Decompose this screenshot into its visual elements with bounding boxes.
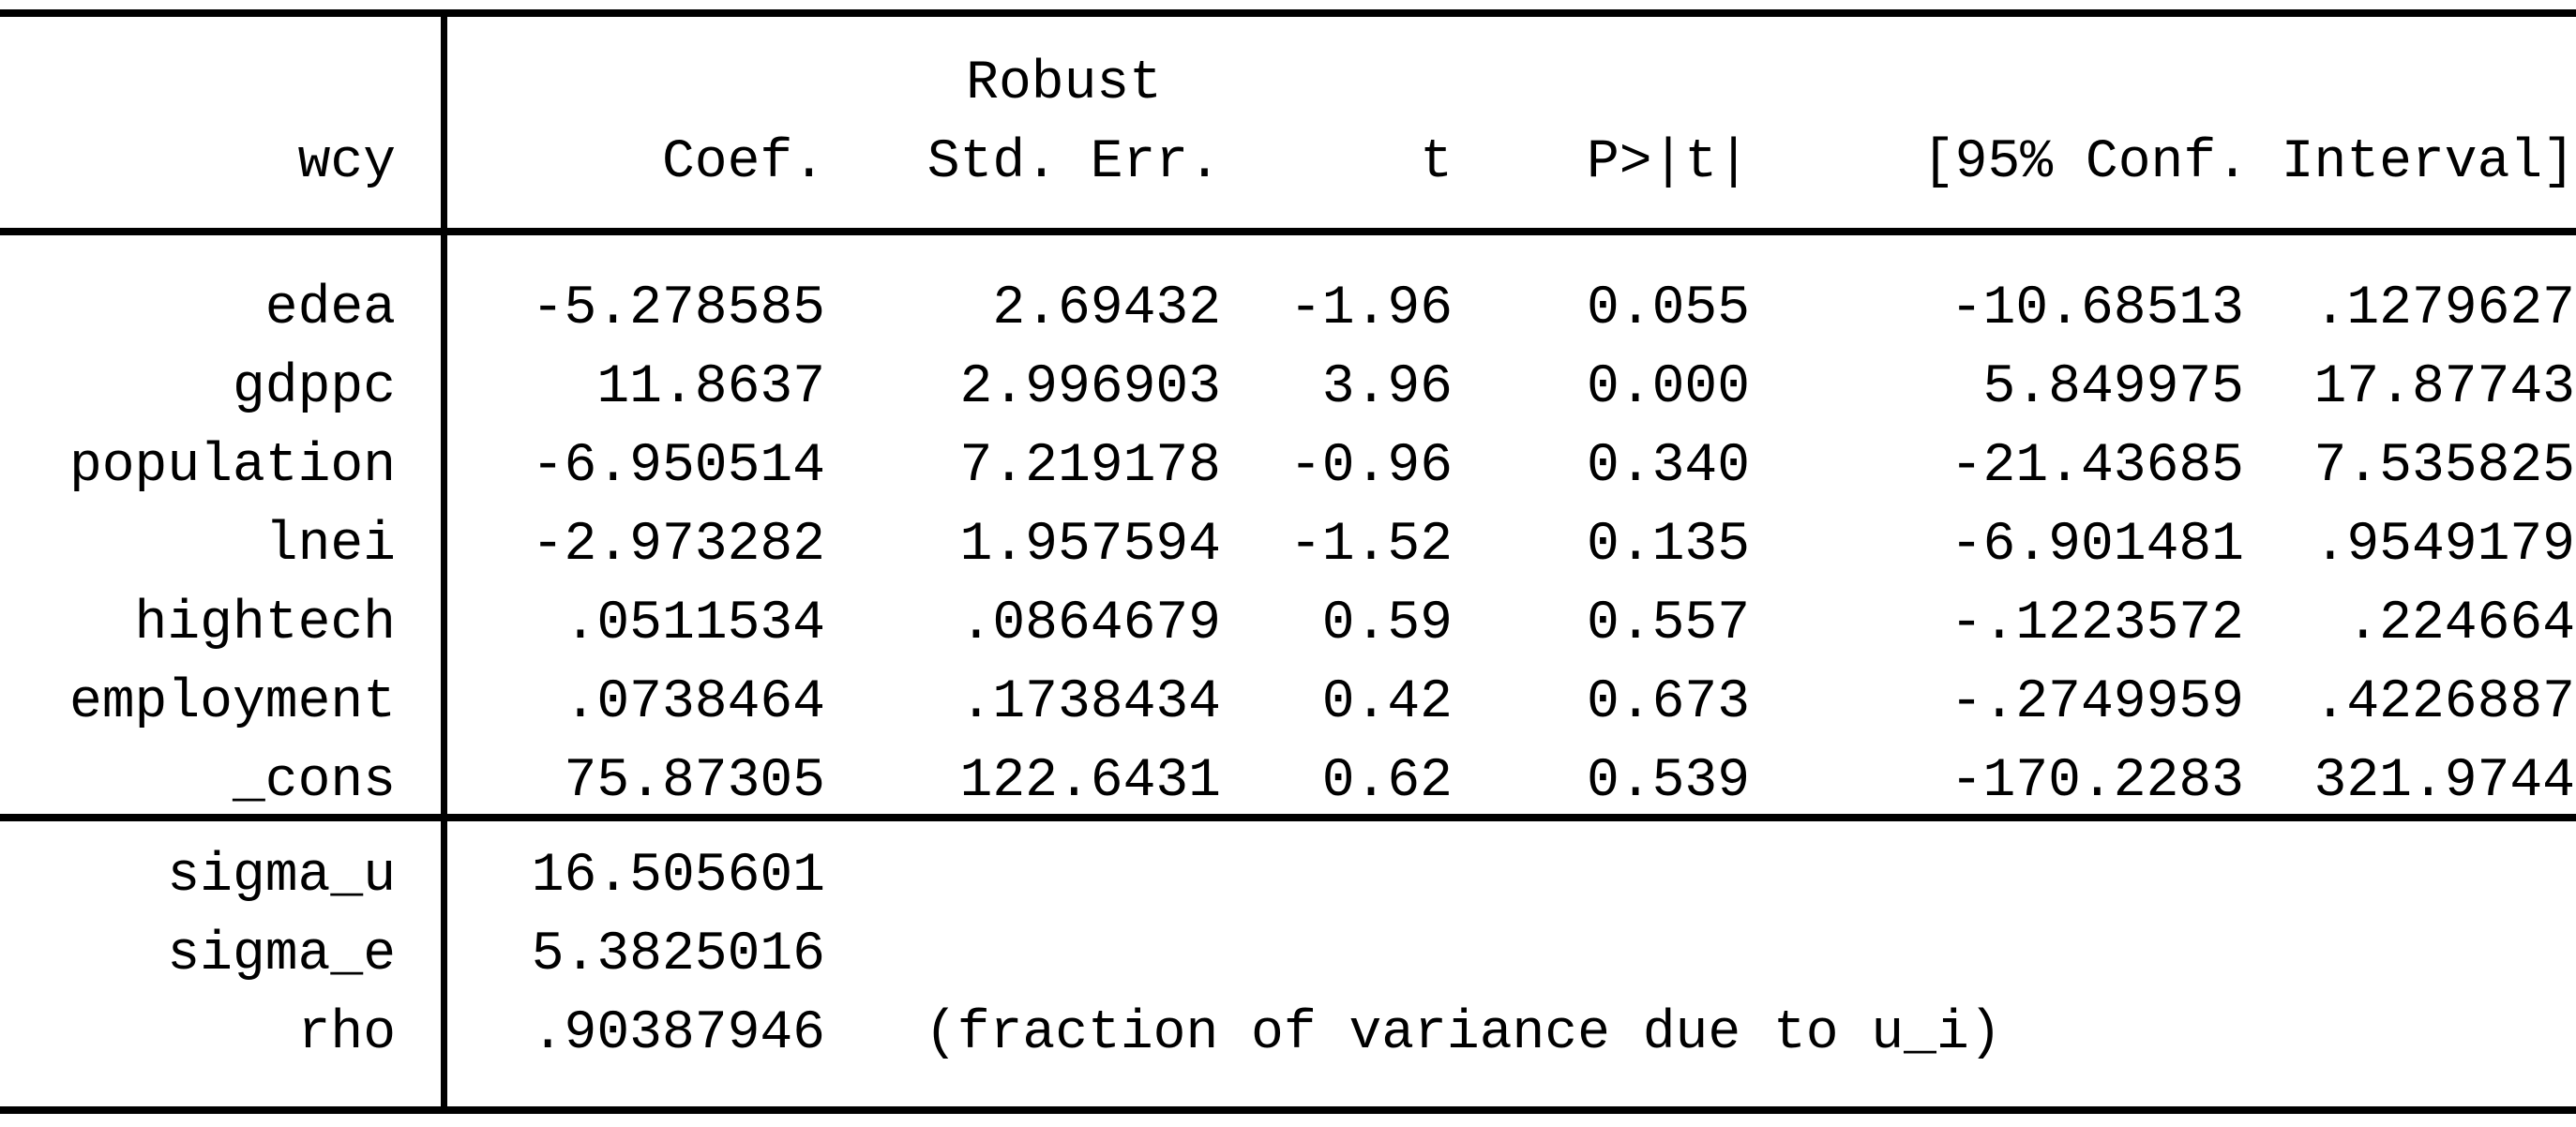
p-value: 0.135	[1586, 515, 1750, 576]
conf-interval-column-header: [95% Conf. Interval]	[1921, 132, 2575, 193]
coef-value: 75.87305	[564, 751, 825, 812]
std-err-value: 1.957594	[959, 515, 1221, 576]
coef-value: -2.973282	[531, 515, 825, 576]
t-value: 0.62	[1321, 751, 1453, 812]
coef-row-edea: edea -5.278585 2.69432 -1.96 0.055 -10.6…	[0, 270, 2576, 349]
stat-row-sigma-u: sigma_u 16.505601	[0, 837, 2576, 916]
coef-row-lnei: lnei -2.973282 1.957594 -1.52 0.135 -6.9…	[0, 506, 2576, 585]
variable-label: lnei	[264, 515, 396, 576]
t-value: 3.96	[1321, 357, 1453, 418]
coef-row-cons: _cons 75.87305 122.6431 0.62 0.539 -170.…	[0, 743, 2576, 821]
ci-low-value: -21.43685	[1950, 436, 2244, 497]
variable-label: edea	[264, 278, 396, 339]
std-err-value: 7.219178	[959, 436, 1221, 497]
variable-label: hightech	[134, 594, 396, 654]
robust-label: Robust	[966, 53, 1162, 114]
ci-high-value: .4226887	[2313, 672, 2575, 733]
coef-value: .0511534	[564, 594, 825, 654]
t-value: -1.96	[1288, 278, 1453, 339]
ci-high-value: 7.535825	[2313, 436, 2575, 497]
column-divider	[441, 9, 447, 1114]
table-header: Robust wcy Coef. Std. Err. t P>|t| [95% …	[0, 17, 2576, 203]
coef-row-gdppc: gdppc 11.8637 2.996903 3.96 0.000 5.8499…	[0, 349, 2576, 428]
stat-label: sigma_u	[167, 846, 396, 907]
ci-low-value: 5.849975	[1982, 357, 2244, 418]
p-value: 0.557	[1586, 594, 1750, 654]
stat-value: .90387946	[531, 1003, 825, 1064]
header-separator-rule	[0, 228, 2576, 235]
coef-column-header: Coef.	[661, 132, 825, 193]
t-value: 0.42	[1321, 672, 1453, 733]
variable-label: population	[68, 436, 396, 497]
coef-row-population: population -6.950514 7.219178 -0.96 0.34…	[0, 428, 2576, 506]
std-err-value: .1738434	[959, 672, 1221, 733]
ci-high-value: .1279627	[2313, 278, 2575, 339]
stat-label: rho	[297, 1003, 396, 1064]
std-err-column-header: Std. Err.	[926, 132, 1221, 193]
std-err-value: 122.6431	[959, 751, 1221, 812]
p-value: 0.340	[1586, 436, 1750, 497]
std-err-value: .0864679	[959, 594, 1221, 654]
top-rule	[0, 9, 2576, 17]
ci-low-value: -10.68513	[1950, 278, 2244, 339]
p-value: 0.055	[1586, 278, 1750, 339]
ci-low-value: -.1223572	[1950, 594, 2244, 654]
ci-low-value: -170.2283	[1950, 751, 2244, 812]
t-value: 0.59	[1321, 594, 1453, 654]
ci-low-value: -6.901481	[1950, 515, 2244, 576]
coef-value: -6.950514	[531, 436, 825, 497]
coefficient-section: edea -5.278585 2.69432 -1.96 0.055 -10.6…	[0, 235, 2576, 821]
ci-high-value: .224664	[2346, 594, 2575, 654]
ci-high-value: 321.9744	[2313, 751, 2575, 812]
stat-label: sigma_e	[167, 924, 396, 985]
stat-note	[825, 837, 2576, 916]
header-row-robust: Robust	[0, 45, 2576, 124]
variable-label: employment	[68, 672, 396, 733]
p-value: 0.673	[1586, 672, 1750, 733]
coef-row-employment: employment .0738464 .1738434 0.42 0.673 …	[0, 664, 2576, 743]
coef-value: 11.8637	[596, 357, 825, 418]
ci-low-value: -.2749959	[1950, 672, 2244, 733]
ci-high-value: 17.87743	[2313, 357, 2575, 418]
t-value: -1.52	[1288, 515, 1453, 576]
std-err-value: 2.69432	[992, 278, 1221, 339]
p-value-column-header: P>|t|	[1586, 132, 1750, 193]
stat-row-rho: rho .90387946 (fraction of variance due …	[0, 995, 2576, 1074]
t-column-header: t	[1420, 132, 1453, 193]
stat-value: 16.505601	[531, 846, 825, 907]
stat-row-sigma-e: sigma_e 5.3825016	[0, 916, 2576, 995]
variable-label: gdppc	[232, 357, 396, 418]
p-value: 0.000	[1586, 357, 1750, 418]
std-err-value: 2.996903	[959, 357, 1221, 418]
variable-label: _cons	[232, 751, 396, 812]
ci-high-value: .9549179	[2313, 515, 2575, 576]
stat-note: (fraction of variance due to u_i)	[925, 1003, 2002, 1064]
t-value: -0.96	[1288, 436, 1453, 497]
coef-value: -5.278585	[531, 278, 825, 339]
stat-note	[825, 916, 2576, 995]
bottom-rule	[0, 1106, 2576, 1114]
depvar-label: wcy	[297, 132, 396, 193]
body-separator-rule	[0, 814, 2576, 821]
variance-components-section: sigma_u 16.505601 sigma_e 5.3825016 rho …	[0, 821, 2576, 1074]
coef-row-hightech: hightech .0511534 .0864679 0.59 0.557 -.…	[0, 585, 2576, 664]
stat-value: 5.3825016	[531, 924, 825, 985]
header-row-columns: wcy Coef. Std. Err. t P>|t| [95% Conf. I…	[0, 124, 2576, 203]
p-value: 0.539	[1586, 751, 1750, 812]
coef-value: .0738464	[564, 672, 825, 733]
